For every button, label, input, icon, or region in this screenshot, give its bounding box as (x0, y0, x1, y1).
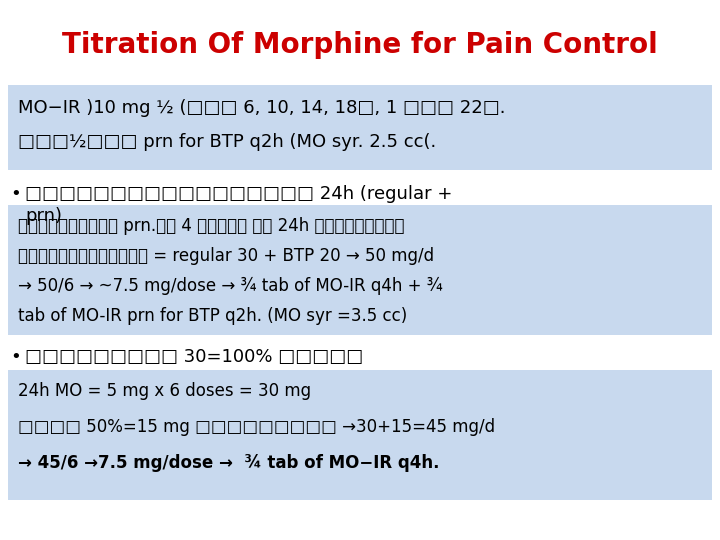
Text: → 45/6 →7.5 mg/dose →  ¾ tab of MO−IR q4h.: → 45/6 →7.5 mg/dose → ¾ tab of MO−IR q4h… (18, 454, 439, 472)
Text: ขนาดยาวันใหม่ = regular 30 + BTP 20 → 50 mg/d: ขนาดยาวันใหม่ = regular 30 + BTP 20 → 50… (18, 247, 434, 265)
Text: □□□½□□□ prn for BTP q2h (MO syr. 2.5 cc(.: □□□½□□□ prn for BTP q2h (MO syr. 2.5 cc(… (18, 133, 436, 151)
Bar (8, 85, 712, 170)
Text: Titration Of Morphine for Pain Control: Titration Of Morphine for Pain Control (62, 31, 658, 59)
Text: □□□□□□□□□ 30=100% □□□□□: □□□□□□□□□ 30=100% □□□□□ (25, 348, 364, 366)
Text: MO−IR )10 mg ½ (□□□ 6, 10, 14, 18□, 1 □□□ 22□.: MO−IR )10 mg ½ (□□□ 6, 10, 14, 18□, 1 □□… (18, 99, 505, 117)
Bar (8, 205, 712, 335)
Bar (8, 370, 712, 500)
Text: → 50/6 → ~7.5 mg/dose → ¾ tab of MO-IR q4h + ¾: → 50/6 → ~7.5 mg/dose → ¾ tab of MO-IR q… (18, 277, 443, 295)
Text: □□□□□□□□□□□□□□□□□ 24h (regular +: □□□□□□□□□□□□□□□□□ 24h (regular + (25, 185, 452, 203)
Text: •: • (10, 185, 21, 203)
Text: □□□□ 50%=15 mg □□□□□□□□□ →30+15=45 mg/d: □□□□ 50%=15 mg □□□□□□□□□ →30+15=45 mg/d (18, 418, 495, 436)
Text: prn): prn) (25, 207, 62, 225)
Text: ผู้ป่วยได้ prn.ไป 4 ครั้ง ใน 24h ที่ผ่านมา: ผู้ป่วยได้ prn.ไป 4 ครั้ง ใน 24h ที่ผ่าน… (18, 217, 405, 235)
Text: •: • (10, 348, 21, 366)
Text: 24h MO = 5 mg x 6 doses = 30 mg: 24h MO = 5 mg x 6 doses = 30 mg (18, 382, 311, 400)
Text: tab of MO-IR prn for BTP q2h. (MO syr =3.5 cc): tab of MO-IR prn for BTP q2h. (MO syr =3… (18, 307, 408, 325)
